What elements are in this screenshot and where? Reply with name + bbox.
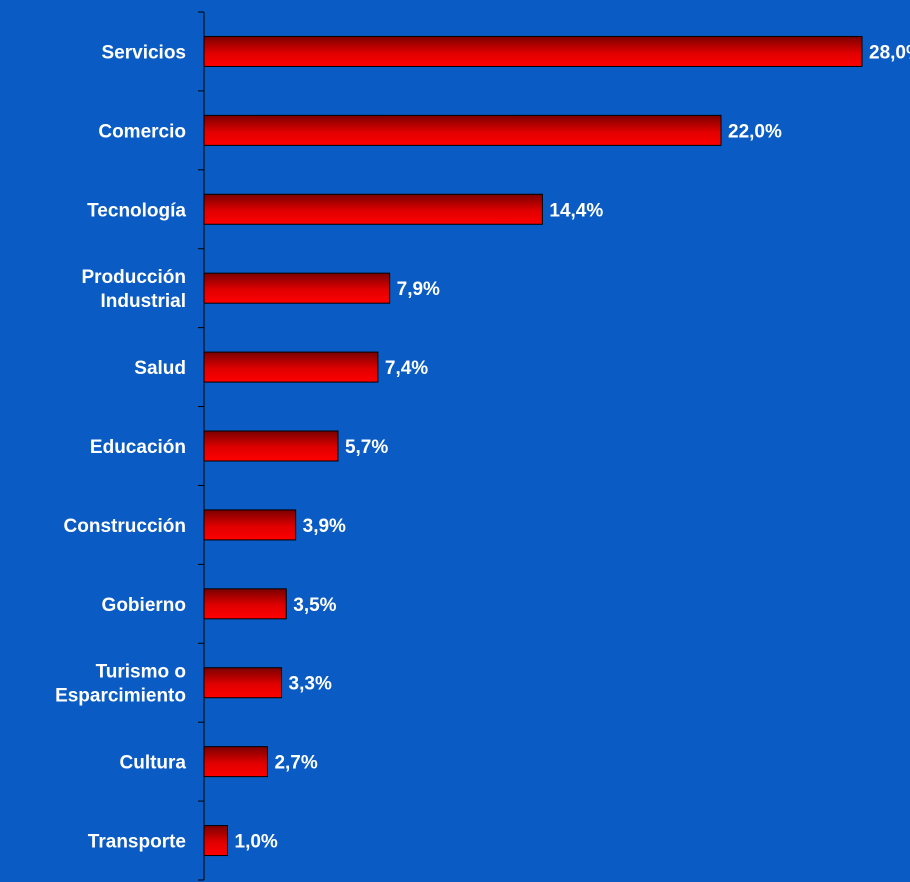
value-label-8: 3,3% [289, 674, 332, 695]
bar-9 [203, 746, 268, 778]
bar-8 [203, 667, 283, 699]
labels-layer: 28,0% Servicios 22,0% Comercio 14,4% Tecnolog… [55, 42, 910, 852]
value-label-1: 22,0% [728, 121, 782, 142]
value-label-3: 7,9% [397, 279, 440, 300]
category-label-line: Gobierno [102, 595, 186, 616]
y-axis [198, 11, 205, 881]
bar-4 [203, 351, 379, 383]
category-label-line: Tecnología [87, 200, 186, 221]
value-label-6: 3,9% [303, 516, 346, 537]
category-label-7: Gobierno [102, 595, 186, 616]
bar-1 [203, 114, 722, 146]
category-label-0: Servicios [102, 42, 187, 63]
category-label-line: Comercio [98, 121, 186, 142]
category-label-line: Producción [81, 267, 186, 288]
category-label-9: Cultura [120, 753, 187, 774]
category-label-line: Cultura [120, 753, 187, 774]
category-label-3: Producción Industrial [81, 267, 186, 312]
category-label-line: Educación [90, 437, 186, 458]
category-label-8: Turismo o Esparcimiento [55, 662, 186, 707]
bar-5 [203, 430, 339, 462]
value-label-10: 1,0% [235, 832, 278, 853]
category-label-line: Turismo o [96, 662, 186, 683]
category-label-line: Construcción [64, 516, 186, 537]
category-label-4: Salud [134, 358, 186, 379]
value-label-5: 5,7% [345, 437, 388, 458]
bar-7 [203, 588, 287, 620]
category-label-1: Comercio [98, 121, 186, 142]
category-label-line: Salud [134, 358, 186, 379]
value-label-2: 14,4% [549, 200, 603, 221]
value-label-7: 3,5% [293, 595, 336, 616]
category-label-2: Tecnología [87, 200, 186, 221]
bar-6 [203, 509, 297, 541]
category-label-line: Servicios [102, 42, 187, 63]
bar-2 [203, 193, 543, 225]
bar-3 [203, 272, 391, 304]
value-label-0: 28,0% [869, 42, 910, 63]
category-label-line: Esparcimiento [55, 686, 186, 707]
category-label-line: Transporte [88, 832, 186, 853]
category-label-5: Educación [90, 437, 186, 458]
bars-layer [203, 35, 863, 857]
value-label-4: 7,4% [385, 358, 428, 379]
category-label-line: Industrial [100, 291, 186, 312]
bar-0 [203, 35, 863, 67]
bar-10 [203, 825, 228, 857]
value-label-9: 2,7% [274, 753, 317, 774]
category-label-10: Transporte [88, 832, 186, 853]
category-label-6: Construcción [64, 516, 186, 537]
